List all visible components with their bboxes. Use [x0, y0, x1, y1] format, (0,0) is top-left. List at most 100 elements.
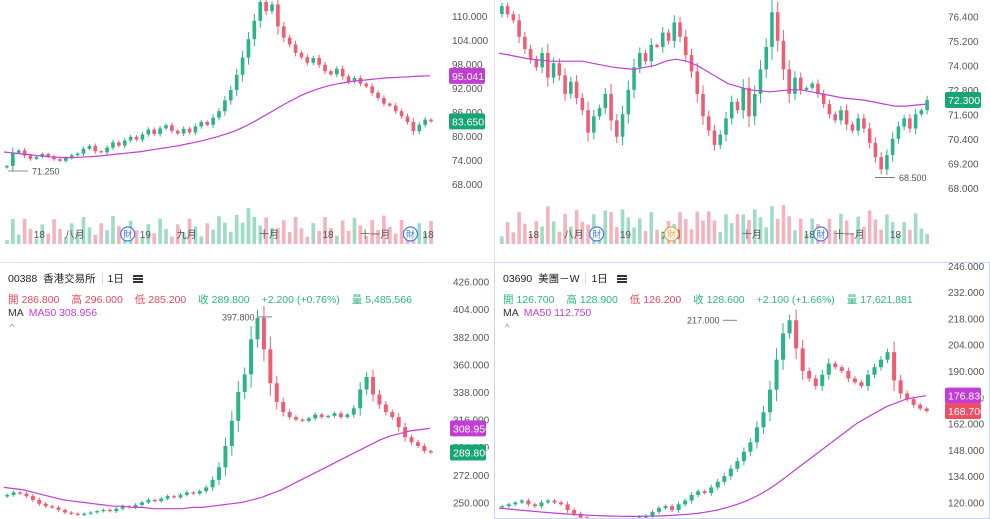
low-marker-label: 68.500 — [899, 173, 927, 183]
volume-bar — [193, 226, 198, 244]
candle-body — [24, 493, 29, 497]
high-value: 296.000 — [84, 294, 123, 306]
candle-body — [787, 69, 791, 94]
menu-icon[interactable] — [132, 275, 143, 284]
ma-legend: MA MA50 112.750 — [503, 307, 591, 319]
y-axis-tick-label: 80.000 — [452, 132, 483, 143]
candle-body — [340, 68, 345, 77]
candle-body — [689, 494, 694, 501]
earnings-badge-label: 財 — [816, 229, 825, 241]
candle-body — [879, 157, 883, 170]
candle-body — [258, 2, 263, 21]
collapse-icon[interactable]: ^ — [505, 322, 510, 332]
volume-bar — [879, 229, 883, 244]
volume-bar — [81, 217, 86, 244]
y-axis-tick-label: 74.000 — [452, 156, 483, 167]
candle-body — [770, 12, 774, 47]
ma-key: MA — [503, 307, 519, 319]
volume-bar — [287, 231, 292, 244]
volume-bar — [240, 222, 245, 244]
volume-bar — [505, 222, 510, 244]
y-axis-tick-label: 76.400 — [948, 12, 979, 23]
candle-body — [165, 496, 170, 499]
candle-body — [678, 22, 682, 37]
volume-bar — [655, 229, 659, 244]
candle-body — [807, 370, 812, 379]
candle-body — [287, 37, 292, 45]
candle-body — [748, 442, 753, 452]
candle-body — [643, 53, 648, 62]
volume-bar — [170, 236, 174, 244]
candle-body — [706, 116, 711, 131]
candle-body — [88, 512, 93, 514]
volume-bar — [908, 229, 912, 244]
candle-body — [82, 513, 87, 515]
volume-bar — [16, 234, 21, 244]
volume-bar — [615, 227, 619, 244]
candle-body — [656, 508, 662, 512]
candle-body — [329, 71, 333, 75]
volume-bar — [706, 211, 711, 244]
candle-body — [217, 467, 221, 480]
candle-body — [859, 382, 864, 386]
symbol-header: 03690 美團－W 1日 — [503, 271, 630, 286]
collapse-icon[interactable]: ^ — [10, 322, 15, 332]
menu-icon[interactable] — [616, 275, 627, 284]
x-axis-month-label: 十一月 — [360, 228, 390, 241]
volume-bar — [217, 216, 221, 244]
chart-panel-top-left[interactable]: 110.000104.00098.00092.00086.00080.00074… — [0, 0, 494, 262]
x-axis-month-label: 九月 — [177, 229, 197, 241]
volume-bar — [64, 237, 68, 244]
chart-panel-top-right[interactable]: 76.400 75.200 74.000 72.800 71.600 70.400 69.2… — [495, 0, 990, 262]
price-tag-bg — [450, 420, 486, 437]
volume-bar — [574, 210, 579, 244]
ohlc-legend: 開 126.700 高 128.900 低 126.200 收 128.600 +2.1… — [503, 292, 922, 307]
timeframe-button[interactable]: 1日 — [101, 273, 124, 285]
volume-bar — [276, 227, 280, 244]
volume-bar — [844, 220, 849, 244]
candle-body — [313, 414, 318, 419]
candle-body — [816, 83, 820, 94]
candle-body — [925, 100, 929, 111]
candle-body — [565, 504, 570, 510]
candle-body — [552, 500, 557, 503]
volume-bar — [264, 217, 268, 244]
x-axis-month-label: 19 — [620, 230, 632, 241]
candle-body — [758, 69, 763, 94]
open-key: 開 — [8, 294, 19, 306]
y-axis-tick-label: 148.000 — [948, 446, 985, 457]
volume-bar — [399, 219, 404, 244]
candle-body — [885, 155, 889, 170]
chart-panel-bottom-left[interactable]: 00388 香港交易所 1日 開 286.800 高 296.000 低 285.20… — [0, 263, 494, 519]
candle-body — [64, 158, 68, 161]
candle-body — [75, 153, 80, 156]
chart-svg-top-right: 76.400 75.200 74.000 72.800 71.600 70.400 69.2… — [498, 0, 981, 244]
candle-body — [852, 378, 857, 383]
ma50-line — [3, 75, 431, 159]
timeframe-button[interactable]: 1日 — [585, 273, 608, 285]
candle-body — [804, 87, 809, 90]
volume-bar — [252, 216, 257, 244]
candle-body — [767, 389, 773, 413]
candle-body — [902, 118, 906, 127]
candle-body — [405, 116, 410, 122]
candle-body — [264, 2, 268, 12]
candle-body — [62, 509, 67, 513]
chart-panel-bottom-right[interactable]: 03690 美團－W 1日 開 126.700 高 128.900 低 126.200… — [495, 263, 990, 519]
candle-body — [300, 419, 305, 421]
candle-body — [551, 63, 556, 78]
candle-body — [172, 496, 177, 498]
y-axis-tick-label: 338.000 — [453, 388, 490, 399]
candle-body — [270, 4, 274, 12]
candle-body — [236, 391, 241, 421]
symbol-header: 00388 香港交易所 1日 — [8, 271, 146, 286]
candle-body — [187, 128, 192, 133]
volume-bar — [827, 218, 832, 244]
price-tag-label: 176.836 — [948, 391, 986, 403]
volume-bar — [111, 215, 115, 244]
candle-body — [557, 63, 562, 76]
candle-body — [650, 511, 655, 516]
price-tag-bg — [945, 92, 981, 108]
candle-body — [844, 110, 849, 125]
